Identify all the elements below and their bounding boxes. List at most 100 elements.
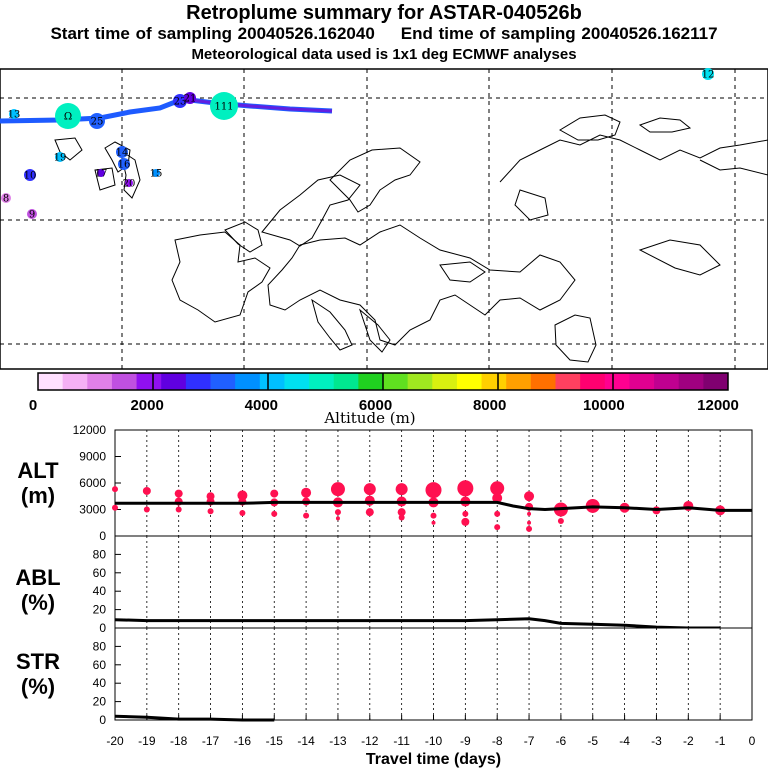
altitude-point xyxy=(431,520,436,525)
altitude-point xyxy=(364,495,375,506)
colorbar-segment xyxy=(259,373,285,390)
x-tick-label: -12 xyxy=(361,734,379,748)
map-marker xyxy=(55,152,65,162)
colorbar-segment xyxy=(530,373,556,390)
altitude-point xyxy=(237,490,248,501)
time-series-panels: 030006000900012000ALT(m)020406080ABL(%)0… xyxy=(15,423,755,768)
colorbar-segment xyxy=(136,373,162,390)
map-marker-label: 12 xyxy=(702,70,715,81)
altitude-point xyxy=(142,486,151,495)
x-tick-label: -19 xyxy=(138,734,156,748)
x-tick-label: -1 xyxy=(715,734,726,748)
map-marker-label: 8 xyxy=(3,194,9,205)
altitude-point xyxy=(303,512,310,519)
x-tick-label: -4 xyxy=(619,734,630,748)
colorbar-segment xyxy=(309,373,335,390)
map-marker xyxy=(184,92,196,104)
colorbar-segment xyxy=(629,373,655,390)
colorbar-tick-label: 12000 xyxy=(697,397,739,414)
altitude-point xyxy=(557,517,564,524)
y-tick-label: 0 xyxy=(99,621,106,635)
colorbar-segment xyxy=(604,373,630,390)
y-tick-label: 40 xyxy=(93,676,107,690)
colorbar-tick-label: 6000 xyxy=(359,397,392,414)
y-tick-label: 6000 xyxy=(79,476,106,490)
map-frame xyxy=(0,68,768,370)
altitude-point xyxy=(395,483,408,496)
colorbar-segment xyxy=(185,373,211,390)
altitude-point xyxy=(239,510,246,517)
x-tick-label: -20 xyxy=(106,734,124,748)
colorbar-segment xyxy=(111,373,138,390)
map-marker-label: 10 xyxy=(24,171,37,182)
x-tick-label: -6 xyxy=(556,734,567,748)
altitude-point xyxy=(494,510,501,517)
altitude-point xyxy=(457,480,474,497)
end-time: End time of sampling 20040526.162117 xyxy=(400,24,718,43)
map-marker xyxy=(125,179,133,187)
series-line xyxy=(114,714,275,722)
y-tick-label: 20 xyxy=(93,695,107,709)
x-tick-label: -15 xyxy=(266,734,284,748)
map-marker xyxy=(702,68,714,80)
colorbar-segment xyxy=(87,373,113,390)
y-tick-label: 40 xyxy=(93,584,107,598)
x-tick-label: -8 xyxy=(492,734,503,748)
x-tick-label: -17 xyxy=(202,734,220,748)
colorbar-segment xyxy=(38,373,64,390)
altitude-point xyxy=(462,510,469,517)
map-marker-label: 13 xyxy=(8,110,21,121)
map-marker-label: 20 xyxy=(123,179,136,190)
coastlines xyxy=(54,114,768,363)
colorbar-tick-label: 4000 xyxy=(245,397,278,414)
x-tick-label: -14 xyxy=(297,734,315,748)
x-tick-label: -11 xyxy=(393,734,410,748)
panel-unit: (m) xyxy=(21,483,55,508)
colorbar-segment xyxy=(383,373,409,390)
met-data-note: Meteorological data used is 1x1 deg ECMW… xyxy=(191,46,577,63)
altitude-point xyxy=(527,520,532,525)
map-marker xyxy=(27,209,37,219)
x-axis-label: Travel time (days) xyxy=(366,751,501,768)
x-tick-label: -9 xyxy=(460,734,471,748)
map-marker-label: 111 xyxy=(214,102,233,113)
map-marker-label: Ω xyxy=(64,112,72,123)
colorbar-tick-label: 10000 xyxy=(583,397,625,414)
altitude-point xyxy=(143,506,150,513)
y-tick-label: 9000 xyxy=(79,450,106,464)
y-tick-label: 3000 xyxy=(79,503,106,517)
altitude-point xyxy=(397,508,406,517)
y-tick-label: 60 xyxy=(93,566,107,580)
colorbar-axis-label: Altitude (m) xyxy=(323,409,415,427)
y-tick-label: 80 xyxy=(93,639,107,653)
x-tick-label: -16 xyxy=(234,734,252,748)
altitude-point xyxy=(398,514,405,521)
map-marker-label: 17 xyxy=(95,169,108,180)
colorbar-segment xyxy=(210,373,236,390)
x-tick-label: -5 xyxy=(587,734,598,748)
map-marker xyxy=(24,169,36,181)
altitude-point xyxy=(301,487,312,498)
altitude-point xyxy=(524,491,535,502)
panel-abl: 0 20 40 60 80 ABL(%) xyxy=(15,535,753,635)
sampling-times: Start time of sampling 20040526.162040 En… xyxy=(0,24,768,44)
map-marker-label: 23 xyxy=(174,97,187,108)
map-marker xyxy=(116,146,128,158)
altitude-point xyxy=(492,493,503,504)
map-marker-label: 19 xyxy=(54,153,67,164)
x-tick-label: -7 xyxy=(524,734,535,748)
map-marker xyxy=(9,109,19,119)
map-marker xyxy=(210,92,238,120)
altitude-point xyxy=(335,516,340,521)
map-marker-label: 16 xyxy=(118,160,131,171)
altitude-point xyxy=(490,481,505,496)
colorbar-segment xyxy=(407,373,433,390)
y-tick-label: 80 xyxy=(93,547,107,561)
map-marker xyxy=(89,113,105,129)
x-tick-label: -2 xyxy=(683,734,694,748)
map-marker-label: 21 xyxy=(184,94,197,105)
colorbar-segment xyxy=(161,373,187,390)
altitude-point xyxy=(494,524,501,531)
